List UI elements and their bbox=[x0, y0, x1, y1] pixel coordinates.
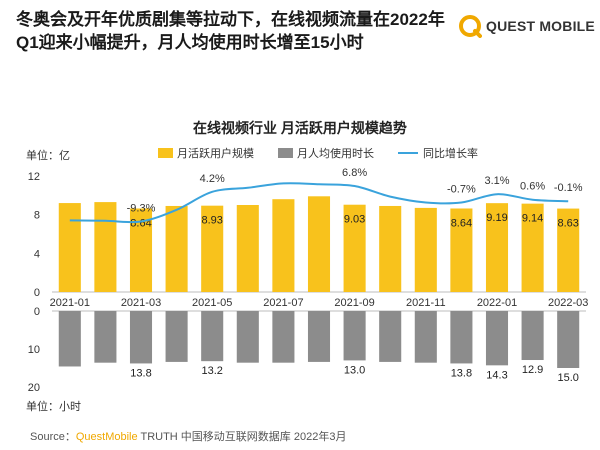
data-label-growth: 6.8% bbox=[342, 167, 367, 179]
x-tick-label: 2021-11 bbox=[406, 297, 446, 309]
x-tick-label: 2022-01 bbox=[477, 297, 517, 309]
x-tick-label: 2021-07 bbox=[263, 297, 303, 309]
bar-mau bbox=[521, 203, 544, 292]
source-rest: TRUTH 中国移动互联网数据库 2022年3月 bbox=[137, 431, 347, 443]
data-label-growth: -9.3% bbox=[127, 202, 156, 214]
bar-mau bbox=[236, 205, 259, 292]
bar-mau bbox=[557, 208, 580, 292]
quest-mobile-logo-icon bbox=[459, 15, 482, 38]
data-label-growth: -0.1% bbox=[554, 182, 583, 194]
y-tick-label-time: 0 bbox=[34, 306, 40, 318]
data-label-growth: 4.2% bbox=[200, 173, 225, 185]
source-note: Source：QuestMobile TRUTH 中国移动互联网数据库 2022… bbox=[30, 428, 346, 444]
y-tick-label-mau: 12 bbox=[28, 171, 40, 183]
x-tick-label: 2021-05 bbox=[192, 297, 232, 309]
legend-item-mau: 月活跃用户规模 bbox=[158, 145, 254, 161]
growth-line bbox=[69, 182, 569, 224]
legend-swatch-growth bbox=[398, 152, 418, 154]
bar-time bbox=[450, 311, 473, 364]
logo-text: QUEST MOBILE bbox=[486, 18, 595, 34]
bar-mau bbox=[343, 204, 366, 292]
data-label-time: 13.8 bbox=[130, 367, 151, 379]
data-label-time: 12.9 bbox=[522, 364, 543, 376]
data-label-mau: 8.93 bbox=[201, 215, 222, 227]
bar-mau bbox=[94, 202, 117, 292]
y-tick-label-time: 10 bbox=[28, 344, 40, 356]
y-tick-label-mau: 8 bbox=[34, 210, 40, 222]
data-label-mau: 9.14 bbox=[522, 213, 543, 225]
bar-time bbox=[557, 311, 580, 368]
data-label-mau: 9.19 bbox=[486, 212, 507, 224]
data-label-time: 14.3 bbox=[486, 369, 507, 381]
data-label-mau: 8.64 bbox=[451, 217, 472, 229]
legend: 月活跃用户规模 月人均使用时长 同比增长率 bbox=[158, 145, 502, 161]
data-label-growth: 0.6% bbox=[520, 181, 545, 193]
headline: 冬奥会及开年优质剧集等拉动下，在线视频流量在2022年Q1迎来小幅提升，月人均使… bbox=[16, 10, 445, 52]
data-label-mau: 8.63 bbox=[557, 218, 578, 230]
bar-mau bbox=[201, 205, 224, 292]
data-label-time: 13.8 bbox=[451, 367, 472, 379]
data-label-time: 15.0 bbox=[557, 372, 578, 384]
x-tick-label: 2022-03 bbox=[548, 297, 588, 309]
data-label-growth: 3.1% bbox=[484, 175, 509, 187]
bar-time bbox=[307, 311, 331, 362]
source-brand: QuestMobile bbox=[75, 431, 138, 443]
bar-time bbox=[58, 311, 81, 367]
bar-time bbox=[272, 311, 295, 363]
bar-time bbox=[236, 311, 259, 363]
x-tick-label: 2021-03 bbox=[121, 297, 161, 309]
x-tick-label: 2021-01 bbox=[50, 297, 90, 309]
bar-mau bbox=[129, 208, 153, 292]
bar-time bbox=[485, 311, 509, 366]
bar-mau bbox=[450, 208, 473, 292]
bar-time bbox=[414, 311, 437, 363]
y-tick-label-mau: 0 bbox=[34, 287, 40, 299]
data-label-growth: -0.7% bbox=[447, 184, 476, 196]
bar-time bbox=[94, 311, 117, 363]
data-label-mau: 9.03 bbox=[344, 214, 365, 226]
legend-swatch-mau bbox=[158, 148, 173, 158]
bar-mau bbox=[307, 196, 331, 292]
y-tick-label-mau: 4 bbox=[34, 248, 40, 260]
unit-label-time: 单位：小时 bbox=[26, 401, 81, 413]
bar-time bbox=[165, 311, 188, 362]
bar-mau bbox=[272, 199, 295, 292]
bar-mau bbox=[485, 203, 509, 292]
bar-mau bbox=[165, 205, 188, 292]
legend-label-growth: 同比增长率 bbox=[423, 148, 478, 160]
bar-time bbox=[521, 311, 544, 361]
bar-time bbox=[201, 311, 224, 362]
unit-label-mau: 单位：亿 bbox=[26, 150, 70, 162]
legend-item-time: 月人均使用时长 bbox=[278, 145, 374, 161]
x-tick-label: 2021-09 bbox=[334, 297, 374, 309]
legend-item-growth: 同比增长率 bbox=[398, 145, 478, 161]
source-prefix: Source： bbox=[30, 431, 76, 443]
bar-mau bbox=[414, 207, 437, 292]
bar-time bbox=[343, 311, 366, 361]
quest-mobile-logo: QUEST MOBILE bbox=[458, 14, 595, 38]
bar-mau bbox=[379, 205, 402, 292]
y-tick-label-time: 20 bbox=[28, 382, 40, 394]
bar-time bbox=[129, 311, 153, 364]
chart-title: 在线视频行业 月活跃用户规模趋势 bbox=[193, 120, 407, 136]
data-label-time: 13.0 bbox=[344, 364, 365, 376]
data-label-time: 13.2 bbox=[201, 365, 222, 377]
legend-swatch-time bbox=[278, 148, 293, 158]
legend-label-time: 月人均使用时长 bbox=[297, 148, 374, 160]
bar-time bbox=[379, 311, 402, 362]
legend-label-mau: 月活跃用户规模 bbox=[177, 148, 254, 160]
bar-mau bbox=[58, 203, 81, 292]
